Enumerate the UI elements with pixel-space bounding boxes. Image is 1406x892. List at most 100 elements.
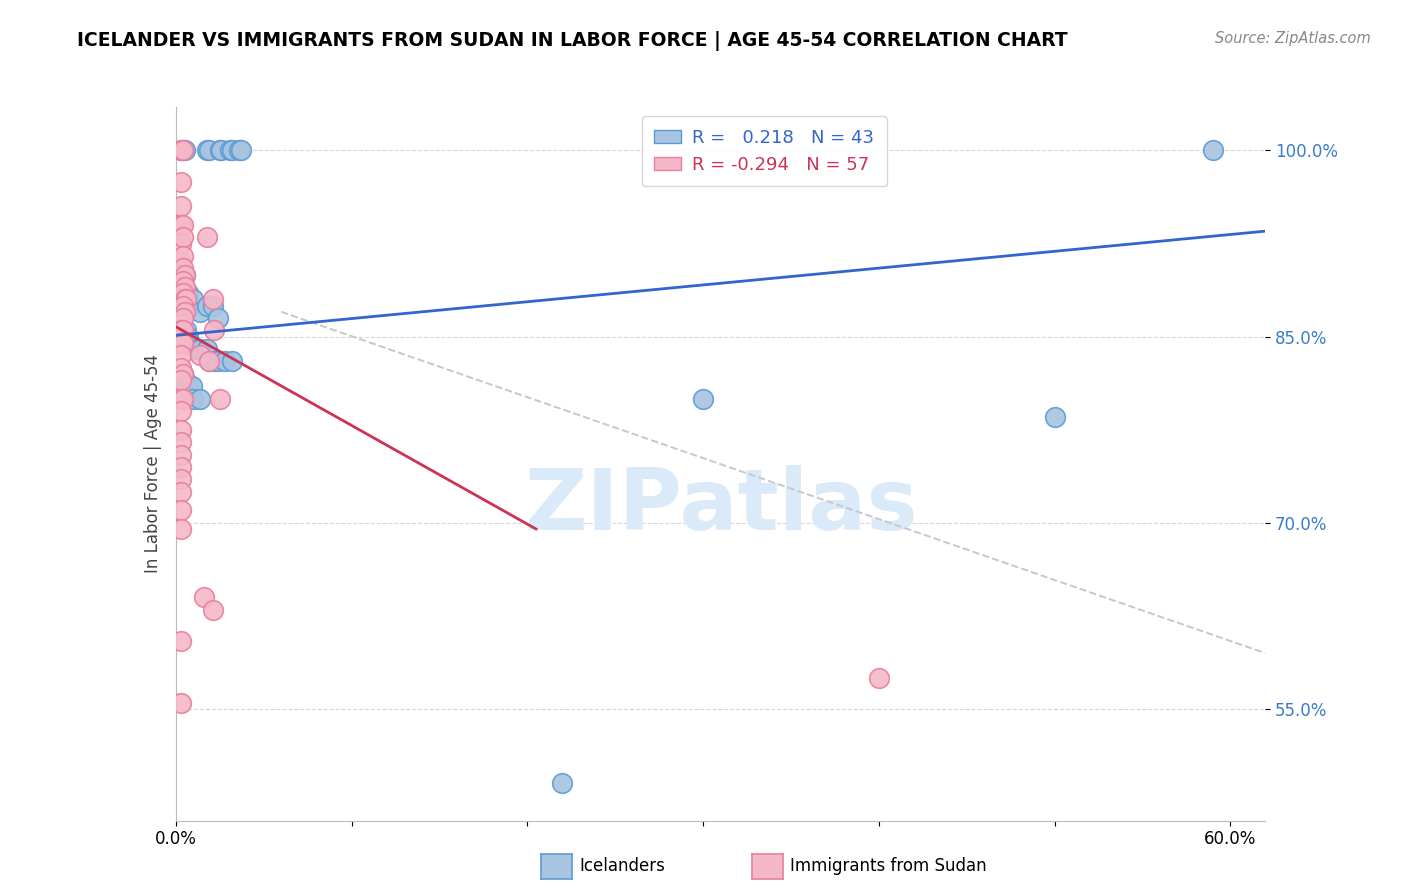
Point	[177, 329, 200, 343]
Y-axis label: In Labor Force | Age 45-54: In Labor Force | Age 45-54	[143, 354, 162, 574]
Point	[204, 354, 226, 368]
Point	[170, 503, 193, 517]
Point	[201, 602, 224, 616]
Point	[173, 268, 195, 282]
Point	[170, 323, 193, 337]
Point	[172, 144, 194, 158]
Point	[170, 392, 193, 406]
Point	[208, 392, 231, 406]
Point	[198, 354, 221, 368]
Point	[170, 293, 193, 307]
Point	[170, 448, 193, 462]
Point	[195, 342, 219, 356]
Point	[174, 293, 197, 307]
Point	[170, 348, 193, 362]
Point	[172, 392, 194, 406]
Point	[219, 144, 242, 158]
Point	[211, 144, 233, 158]
Point	[170, 317, 193, 331]
Point	[170, 174, 193, 188]
Point	[186, 342, 208, 356]
Point	[170, 435, 193, 450]
Text: Icelanders: Icelanders	[579, 857, 665, 875]
Point	[1043, 410, 1066, 425]
Point	[188, 305, 212, 319]
Point	[172, 286, 194, 301]
Point	[179, 335, 201, 350]
Point	[172, 249, 194, 263]
Point	[183, 392, 205, 406]
Point	[174, 323, 197, 337]
Point	[221, 354, 243, 368]
Point	[172, 335, 194, 350]
Point	[551, 776, 574, 790]
Point	[204, 323, 226, 337]
Point	[179, 299, 201, 313]
Point	[173, 280, 195, 294]
Point	[229, 144, 252, 158]
Point	[170, 633, 193, 648]
Point	[195, 230, 219, 244]
Point	[188, 342, 212, 356]
Point	[221, 144, 243, 158]
Point	[172, 261, 194, 276]
Point	[868, 671, 890, 685]
Point	[201, 293, 224, 307]
Point	[198, 354, 221, 368]
Point	[170, 144, 193, 158]
Point	[170, 199, 193, 213]
Point	[170, 218, 193, 232]
Point	[170, 360, 193, 375]
Point	[170, 335, 193, 350]
Point	[173, 305, 195, 319]
Point	[188, 348, 212, 362]
Point	[170, 522, 193, 536]
Point	[180, 379, 202, 393]
Point	[170, 472, 193, 486]
Point	[173, 144, 195, 158]
Point	[172, 367, 194, 381]
Point	[214, 354, 236, 368]
Point	[195, 299, 219, 313]
Point	[170, 268, 193, 282]
Point	[692, 392, 714, 406]
Point	[172, 367, 194, 381]
Point	[172, 274, 194, 288]
Point	[172, 311, 194, 326]
Point	[172, 218, 194, 232]
Point	[207, 354, 229, 368]
Point	[172, 274, 194, 288]
Point	[170, 373, 193, 387]
Legend: R =   0.218   N = 43, R = -0.294   N = 57: R = 0.218 N = 43, R = -0.294 N = 57	[641, 116, 887, 186]
Point	[174, 293, 197, 307]
Point	[173, 293, 195, 307]
Point	[198, 144, 221, 158]
Point	[208, 144, 231, 158]
Point	[172, 323, 194, 337]
Point	[170, 305, 193, 319]
Point	[170, 484, 193, 499]
Point	[177, 286, 200, 301]
Point	[195, 144, 219, 158]
Point	[177, 379, 200, 393]
Point	[228, 144, 250, 158]
Point	[173, 373, 195, 387]
Point	[170, 280, 193, 294]
Point	[188, 392, 212, 406]
Point	[183, 293, 205, 307]
Text: Source: ZipAtlas.com: Source: ZipAtlas.com	[1215, 31, 1371, 46]
Point	[201, 299, 224, 313]
Point	[173, 268, 195, 282]
Point	[170, 696, 193, 710]
Text: ICELANDER VS IMMIGRANTS FROM SUDAN IN LABOR FORCE | AGE 45-54 CORRELATION CHART: ICELANDER VS IMMIGRANTS FROM SUDAN IN LA…	[77, 31, 1069, 51]
Point	[170, 236, 193, 251]
Text: Immigrants from Sudan: Immigrants from Sudan	[790, 857, 987, 875]
Point	[170, 255, 193, 269]
Point	[207, 311, 229, 326]
Point	[172, 299, 194, 313]
Point	[172, 230, 194, 244]
Point	[170, 459, 193, 474]
Point	[193, 591, 215, 605]
Text: ZIPatlas: ZIPatlas	[523, 465, 918, 549]
Point	[170, 144, 193, 158]
